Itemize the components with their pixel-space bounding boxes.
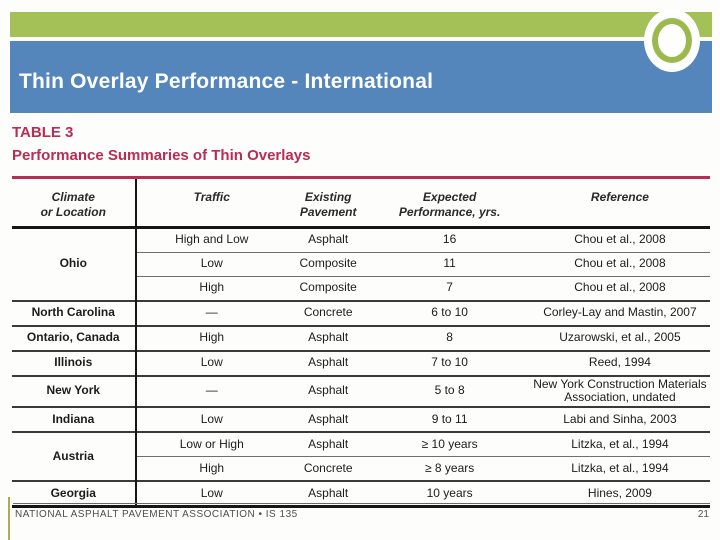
cell-performance: 7 to 10 [369,349,530,376]
cell-traffic: High and Low [175,232,249,247]
cell-performance: 6 to 10 [369,299,530,326]
circle-ring-icon [652,18,692,63]
cell-traffic: Low [135,406,287,433]
cell-traffic: — [135,299,287,326]
cell-performance: 5 to 8 [369,374,530,408]
table-row: Illinois Low Asphalt 7 to 10 Reed, 1994 [12,349,710,376]
cell-pavement: Asphalt [286,374,370,408]
col-header-climate-location: Climate or Location [12,178,137,229]
cell-performance: 7 [369,275,530,301]
title-bar: Thin Overlay Performance - International [10,41,712,113]
table-header-row: Climate or Location Traffic Existing Pav… [12,178,710,229]
cell-reference: Uzarowski, et al., 2005 [529,324,710,351]
cell-performance: 16 [442,232,457,247]
cell-location: Ohio [12,227,137,301]
cell-performance: 8 [369,324,530,351]
header-line: Performance, yrs. [398,204,501,219]
col-header-reference: Reference [529,178,710,229]
footer-divider [13,503,710,504]
header-line: Reference [590,189,649,204]
header-line: or Location [40,204,106,219]
cell-pavement: Asphalt [286,431,370,457]
cell-reference: Labi and Sinha, 2003 [529,406,710,433]
page-number: 21 [697,509,709,520]
slide-title: Thin Overlay Performance - International [19,70,434,93]
cell-pavement: Asphalt [286,349,370,376]
table-row: Indiana Low Asphalt 9 to 11 Labi and Sinha, … [12,406,710,433]
cell-pavement: Concrete [286,456,370,482]
footer-publication: NATIONAL ASPHALT PAVEMENT ASSOCIATION • … [15,509,298,520]
cell-location: Indiana [12,406,137,433]
green-accent-bar [10,12,712,37]
header-line: Climate [51,189,95,204]
cell-performance: ≥ 10 years [369,431,530,457]
cell-pavement: Asphalt [286,324,370,351]
table-top-rule [12,175,710,179]
cell-reference: Litzka, et al., 1994 [529,431,710,457]
col-header-expected-performance: Expected Performance, yrs. [369,178,530,229]
cell-location: Ontario, Canada [12,324,137,351]
cell-traffic: Low [135,349,287,376]
circle-ornament-icon [644,9,700,72]
cell-reference: Corley-Lay and Mastin, 2007 [529,299,710,326]
cell-reference: New York Construction Materials Associat… [529,374,710,408]
header-line: Traffic [193,189,230,204]
cell-traffic: High [135,456,287,482]
cell-pavement: Concrete [286,299,370,326]
header-line: Expected [422,189,477,204]
cell-location: New York [12,374,137,408]
cell-pavement: Asphalt [286,406,370,433]
header-line: Pavement [299,204,357,219]
cell-performance: 9 to 11 [369,406,530,433]
cell-traffic: Low [135,251,287,276]
cell-reference: Chou et al., 2008 [529,275,710,301]
cell-reference: Chou et al., 2008 [529,251,710,276]
cell-traffic: High [135,324,287,351]
table-row: High Composite 7 Chou et al., 2008 [12,275,710,301]
cell-performance: 11 [369,251,530,276]
cell-pavement: Asphalt [308,232,349,247]
table-row: High Concrete ≥ 8 years Litzka, et al., 199… [12,456,710,482]
table-row: Austria Low or High Asphalt ≥ 10 years Litzk… [12,431,710,482]
header-line: Existing [304,189,352,204]
col-header-traffic: Traffic [135,178,287,229]
col-header-existing-pavement: Existing Pavement [286,178,370,229]
cell-reference: Chou et al., 2008 [574,232,666,247]
cell-location: Illinois [12,349,137,376]
cell-location: North Carolina [12,299,137,326]
performance-table: Climate or Location Traffic Existing Pav… [12,178,710,509]
cell-reference: Litzka, et al., 1994 [529,456,710,482]
cell-traffic: — [135,374,287,408]
table-row: New York — Asphalt 5 to 8 New York Construct… [12,374,710,408]
cell-traffic: Low or High [135,431,287,457]
table-row: North Carolina — Concrete 6 to 10 Corley-Lay… [12,299,710,326]
cell-pavement: Composite [286,275,370,301]
table-caption: Performance Summaries of Thin Overlays [12,146,311,164]
cell-traffic: High [135,275,287,301]
cell-reference: Reed, 1994 [529,349,710,376]
cell-pavement: Composite [286,251,370,276]
table-row: Ontario, Canada High Asphalt 8 Uzarowski, et… [12,324,710,351]
table-figure: TABLE 3 Performance Summaries of Thin Ov… [12,124,710,509]
cell-location: Austria [12,431,137,482]
table-row: Ohio High and Low Asphalt 16 Chou et al., 20… [12,227,710,301]
cell-performance: ≥ 8 years [369,456,530,482]
table-label: TABLE 3 [12,124,74,141]
footer-accent-tick [8,497,10,540]
table-row: Low Composite 11 Chou et al., 2008 [12,251,710,276]
